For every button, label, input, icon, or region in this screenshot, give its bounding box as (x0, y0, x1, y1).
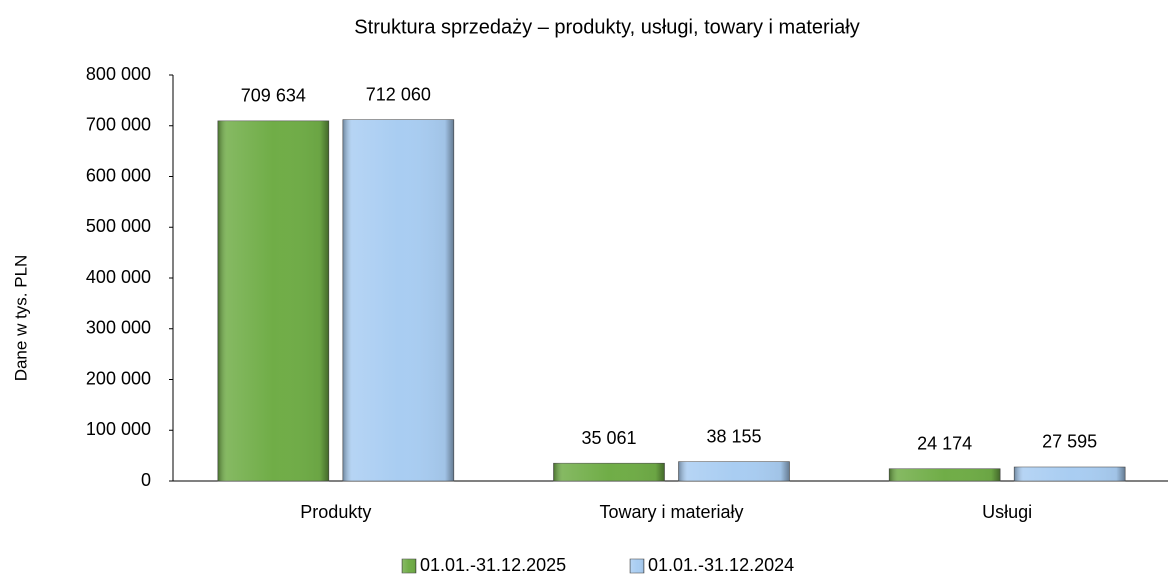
x-tick-label: Usługi (982, 502, 1032, 522)
bar-shade (553, 463, 665, 481)
legend-label: 01.01.-31.12.2024 (648, 555, 794, 574)
y-tick-label: 700 000 (86, 115, 151, 135)
legend-swatch-shade (402, 559, 416, 573)
y-tick-label: 0 (141, 470, 151, 490)
value-label: 27 595 (1042, 432, 1097, 452)
value-label: 709 634 (241, 86, 306, 106)
bar-shade (1014, 466, 1126, 481)
value-label: 24 174 (917, 433, 972, 453)
y-tick-label: 600 000 (86, 165, 151, 185)
legend-swatch-shade (630, 559, 644, 573)
legend-label: 01.01.-31.12.2025 (420, 555, 566, 574)
y-tick-label: 300 000 (86, 318, 151, 338)
bar-shade (678, 461, 790, 481)
chart-title: Struktura sprzedaży – produkty, usługi, … (354, 16, 859, 38)
y-tick-label: 400 000 (86, 267, 151, 287)
x-tick-label: Towary i materiały (599, 502, 743, 522)
value-label: 712 060 (366, 84, 431, 104)
bar-shade (217, 120, 329, 481)
y-tick-label: 800 000 (86, 64, 151, 84)
y-tick-label: 500 000 (86, 216, 151, 236)
bar-shade (342, 119, 454, 481)
bar-shade (889, 468, 1001, 481)
value-label: 35 061 (581, 428, 636, 448)
value-label: 38 155 (706, 426, 761, 446)
y-tick-label: 100 000 (86, 419, 151, 439)
y-tick-label: 200 000 (86, 368, 151, 388)
y-axis-title: Dane w tys. PLN (11, 255, 30, 382)
x-tick-label: Produkty (300, 502, 371, 522)
